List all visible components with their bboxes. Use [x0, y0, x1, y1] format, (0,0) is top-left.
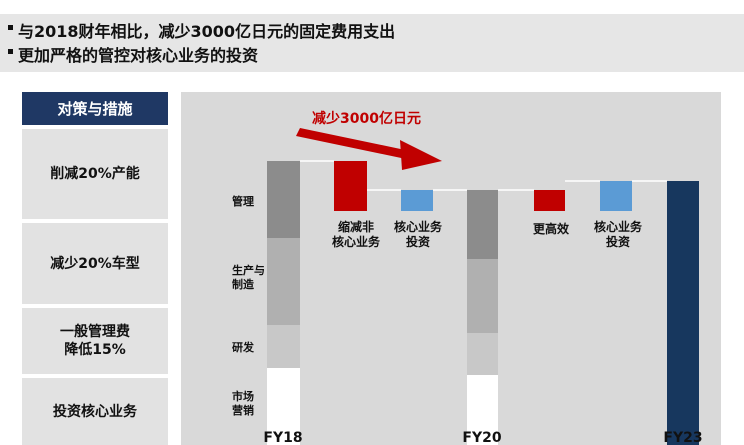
measure-item: 减少20%车型: [22, 219, 168, 304]
header-bullet-1: 与2018财年相比，减少3000亿日元的固定费用支出: [8, 22, 395, 42]
bar-fy18-segment: [267, 325, 300, 368]
bar-fy23: [667, 181, 699, 445]
bar-annotation: 投资: [606, 234, 630, 249]
header-band: [0, 14, 744, 72]
bar-increase: [600, 181, 632, 211]
bar-annotation: 核心业务: [332, 234, 381, 249]
bar-annotation: 缩减非: [338, 219, 374, 234]
bar-fy20-segment: [467, 333, 498, 375]
bar-increase: [401, 190, 433, 211]
segment-label: 管理: [232, 194, 254, 208]
header-bullet-text: 与2018财年相比，减少3000亿日元的固定费用支出: [18, 22, 396, 41]
segment-label: 研发: [232, 340, 255, 354]
bar-fy20-segment: [467, 190, 498, 259]
bullet-square-icon: [8, 49, 13, 54]
measure-item: 削减20%产能: [22, 125, 168, 219]
segment-label: 营销: [232, 403, 254, 417]
bar-fy20-segment: [467, 259, 498, 333]
measures-panel: [22, 92, 168, 445]
bar-fy20-segment: [467, 375, 498, 445]
bar-decrease: [334, 161, 367, 211]
bar-annotation: 核心业务: [594, 219, 643, 234]
measure-item: 一般管理费 降低15%: [22, 304, 168, 374]
bar-decrease: [534, 190, 565, 211]
bar-annotation: 更高效: [533, 221, 570, 236]
header-bullet-2: 更加严格的管控对核心业务的投资: [8, 46, 258, 66]
callout-arrow-head: [400, 140, 442, 170]
measure-item: 投资核心业务: [22, 374, 168, 445]
segment-label: 制造: [232, 277, 255, 291]
callout-label: 减少3000亿日元: [312, 110, 421, 127]
callout-arrow-shaft: [296, 128, 410, 159]
x-axis-label: FY23: [663, 430, 702, 445]
segment-label: 市场: [232, 389, 254, 403]
measures-title: 对策与措施: [22, 92, 168, 125]
x-axis-label: FY18: [263, 430, 302, 445]
header-bullet-text: 更加严格的管控对核心业务的投资: [18, 46, 259, 65]
bar-annotation: 投资: [406, 234, 430, 249]
bar-fy18-segment: [267, 368, 300, 445]
x-axis-label: FY20: [462, 430, 501, 445]
bar-annotation: 核心业务: [394, 219, 443, 234]
bullet-square-icon: [8, 25, 13, 30]
bar-fy18-segment: [267, 161, 300, 238]
segment-label: 生产与: [232, 263, 265, 277]
bar-fy18-segment: [267, 238, 300, 325]
